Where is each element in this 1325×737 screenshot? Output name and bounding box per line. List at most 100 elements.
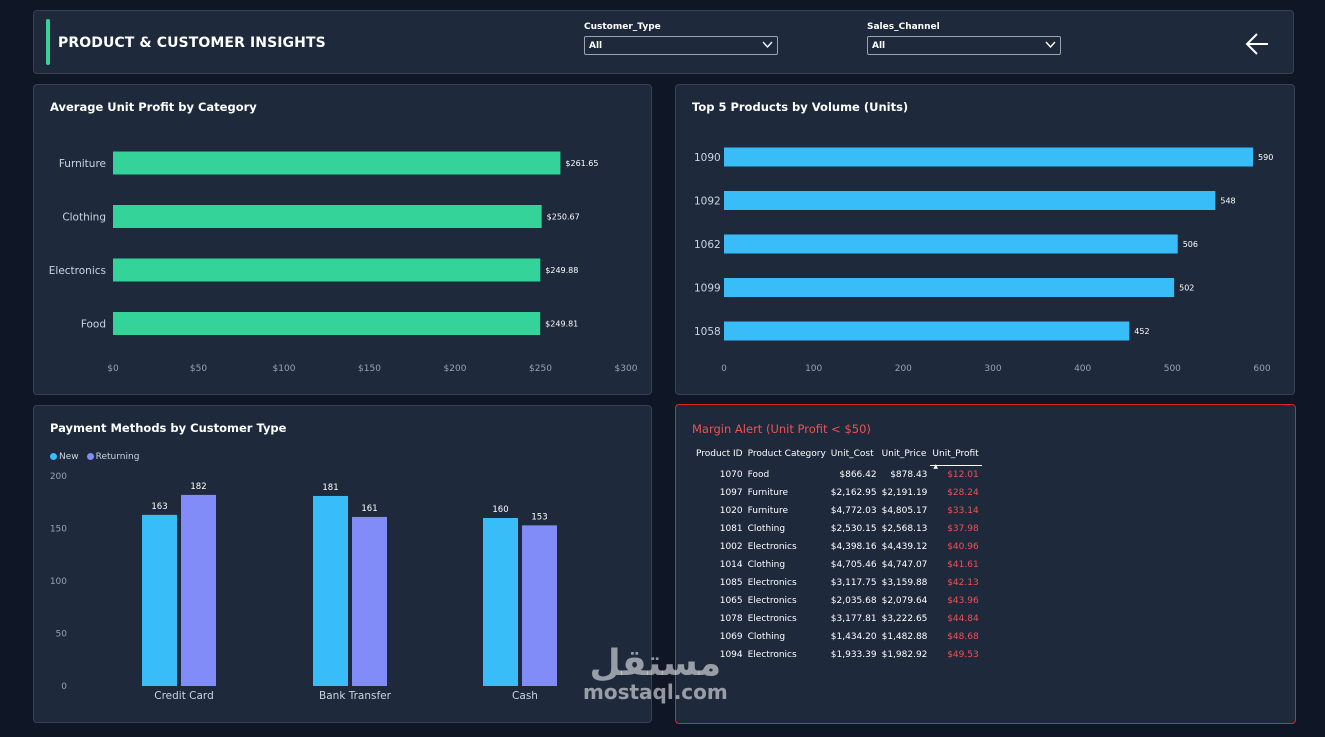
margin-alert-card: Margin Alert (Unit Profit < $50) Product…	[675, 404, 1296, 724]
data-label: 548	[1220, 197, 1235, 206]
bar	[724, 147, 1254, 167]
table-row: 1020 Furniture $4,772.03 $4,805.17 $33.14	[694, 502, 982, 520]
payment-methods-card: Payment Methods by Customer Type New Ret…	[33, 405, 652, 723]
tick-label: 200	[895, 364, 912, 374]
table-cell: $2,191.19	[881, 487, 928, 498]
tick-label: $50	[190, 364, 207, 374]
table-cell: 1070	[719, 469, 743, 480]
margin-alert-table: Product ID Product Category Unit_Cost Unit_…	[694, 449, 982, 664]
category-label: Clothing	[62, 212, 106, 224]
data-label: 163	[151, 502, 167, 512]
table-cell: 1065	[719, 595, 743, 606]
tick-label: 0	[721, 364, 727, 374]
chart-legend: New Returning	[50, 452, 139, 462]
table-cell: $12.01	[947, 469, 979, 480]
back-button[interactable]	[1244, 31, 1272, 57]
table-row: 1081 Clothing $2,530.15 $2,568.13 $37.98	[694, 520, 982, 538]
table-cell: $1,933.39	[830, 649, 877, 660]
table-cell: $43.96	[947, 595, 979, 606]
legend-item-returning[interactable]: Returning	[86, 452, 140, 462]
table-cell: $878.43	[890, 469, 928, 480]
data-label: 502	[1179, 284, 1194, 293]
tick-label: 200	[50, 472, 67, 482]
bar	[113, 258, 541, 282]
category-label: 1058	[694, 326, 721, 338]
table-cell: Furniture	[747, 505, 789, 516]
tick-label: $250	[529, 364, 552, 374]
data-label: 153	[531, 512, 547, 522]
category-label: Furniture	[59, 158, 106, 170]
table-cell: $44.84	[947, 613, 979, 624]
legend-item-new[interactable]: New	[50, 452, 79, 462]
profit-by-category-card: Average Unit Profit by Category Furnitur…	[33, 84, 652, 395]
table-row: 1069 Clothing $1,434.20 $1,482.88 $48.68	[694, 628, 982, 646]
select-value: All	[589, 41, 603, 51]
bar	[724, 234, 1178, 254]
sales-channel-filter: Sales_Channel All	[867, 22, 1061, 55]
bar	[522, 525, 557, 686]
chart-title: Average Unit Profit by Category	[50, 100, 257, 114]
table-cell: $40.96	[947, 541, 979, 552]
table-cell: $3,222.65	[881, 613, 928, 624]
customer-type-filter: Customer_Type All	[584, 22, 778, 55]
profit-by-category-chart: Furniture $261.65 Clothing $250.67 Electroni…	[49, 151, 638, 374]
table-cell: 1097	[719, 487, 743, 498]
top-products-chart: 1090 590 1092 548 1062 506 1099 502 1058 452 0 100 2…	[694, 147, 1273, 374]
column-header[interactable]: Product ID	[696, 449, 743, 460]
column-header[interactable]: Unit_Price	[881, 449, 927, 460]
category-label: 1062	[694, 239, 721, 251]
data-label: 590	[1258, 153, 1273, 162]
table-cell: Clothing	[747, 559, 786, 570]
table-cell: 1078	[719, 613, 743, 624]
column-header[interactable]: Product Category	[747, 449, 826, 460]
table-cell: $3,177.81	[830, 613, 877, 624]
header-bar: PRODUCT & CUSTOMER INSIGHTS Customer_Typ…	[33, 10, 1294, 74]
data-label: $261.65	[565, 159, 598, 168]
sales-channel-select[interactable]: All	[867, 36, 1061, 55]
legend-label: Returning	[95, 452, 140, 462]
table-cell: $2,079.64	[881, 595, 928, 606]
table-cell: $2,035.68	[830, 595, 877, 606]
tick-label: 50	[56, 630, 68, 640]
tick-label: $0	[107, 364, 119, 374]
bar	[113, 151, 561, 175]
category-label: Credit Card	[154, 690, 213, 702]
bar	[724, 191, 1216, 210]
data-label: 160	[492, 505, 508, 515]
category-label: Bank Transfer	[319, 690, 392, 702]
sort-ascending-icon: ▲	[933, 463, 939, 470]
category-label: 1099	[694, 283, 721, 295]
category-label: Food	[81, 319, 106, 331]
table-cell: $2,530.15	[830, 523, 877, 534]
tick-label: $200	[444, 364, 467, 374]
table-cell: $4,439.12	[881, 541, 928, 552]
table-cell: $1,482.88	[881, 631, 928, 642]
column-header[interactable]: Unit_Profit ▲	[930, 449, 982, 470]
table-cell: $1,982.92	[881, 649, 928, 660]
bar	[181, 494, 216, 686]
table-cell: Clothing	[747, 631, 786, 642]
table-cell: $4,805.17	[881, 505, 928, 516]
payment-methods-chart: 0 50 100 150 200 163 182 Credit Card 181 161 Bank …	[50, 472, 557, 702]
filter-label: Customer_Type	[584, 22, 661, 32]
table-cell: 1081	[719, 523, 743, 534]
table-cell: 1069	[719, 631, 743, 642]
table-row: 1094 Electronics $1,933.39 $1,982.92 $49.53	[694, 646, 982, 664]
bar	[313, 495, 348, 686]
data-label: $249.88	[545, 266, 578, 275]
customer-type-select[interactable]: All	[584, 36, 778, 55]
table-cell: $4,705.46	[830, 559, 877, 570]
table-cell: $2,162.95	[830, 487, 877, 498]
data-label: 181	[322, 483, 338, 493]
table-cell: 1020	[719, 505, 743, 516]
column-header[interactable]: Unit_Cost	[830, 449, 874, 460]
tick-label: $100	[273, 364, 296, 374]
table-cell: $866.42	[839, 469, 877, 480]
table-cell: Electronics	[747, 541, 797, 552]
tick-label: 100	[50, 577, 67, 587]
tick-label: 100	[805, 364, 822, 374]
data-label: 506	[1183, 240, 1198, 249]
accent-bar	[46, 19, 50, 65]
bar	[113, 205, 542, 228]
page-title: PRODUCT & CUSTOMER INSIGHTS	[58, 35, 326, 51]
